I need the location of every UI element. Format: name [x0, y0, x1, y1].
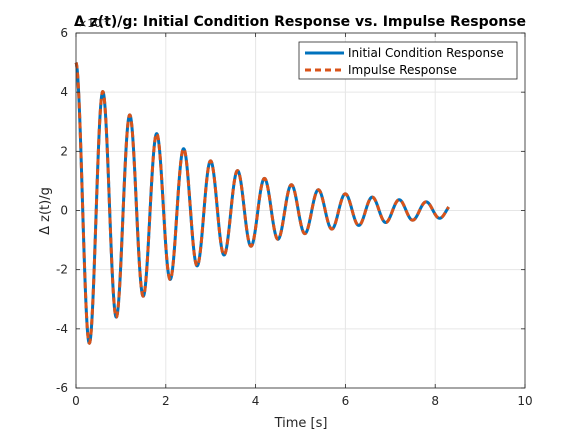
y-tick-label: 0	[60, 204, 68, 218]
legend-box	[298, 41, 518, 80]
y-multiplier-base: ×10	[78, 17, 101, 30]
x-axis-label: Time [s]	[274, 416, 328, 431]
y-tick-label: 4	[60, 85, 68, 99]
legend-entry-initial: Initial Condition Response	[348, 46, 504, 60]
y-tick-label: -2	[56, 263, 68, 277]
legend: Initial Condition Response Impulse Respo…	[298, 41, 518, 80]
ticks: 0 2 4 6 8 10 -6 -4 -2 0 2 4 6	[56, 26, 533, 408]
y-axis-multiplier: ×10-3	[78, 15, 109, 30]
x-tick-label: 4	[252, 394, 260, 408]
series-line-impulse	[74, 61, 450, 345]
x-tick-label: 6	[342, 394, 350, 408]
legend-entry-impulse: Impulse Response	[348, 63, 457, 77]
x-tick-label: 8	[431, 394, 439, 408]
x-tick-label: 10	[517, 394, 532, 408]
chart-title: Δ z(t)/g: Initial Condition Response vs.…	[74, 14, 526, 30]
x-tick-label: 2	[162, 394, 170, 408]
x-tick-label: 0	[72, 394, 80, 408]
y-tick-label: 2	[60, 144, 68, 158]
y-tick-label: -4	[56, 322, 68, 336]
y-tick-label: 6	[60, 26, 68, 40]
series-layer	[74, 61, 450, 345]
y-multiplier-exponent: -3	[101, 15, 109, 24]
y-tick-label: -6	[56, 381, 68, 395]
y-axis-label: Δ z(t)/g	[38, 187, 53, 235]
